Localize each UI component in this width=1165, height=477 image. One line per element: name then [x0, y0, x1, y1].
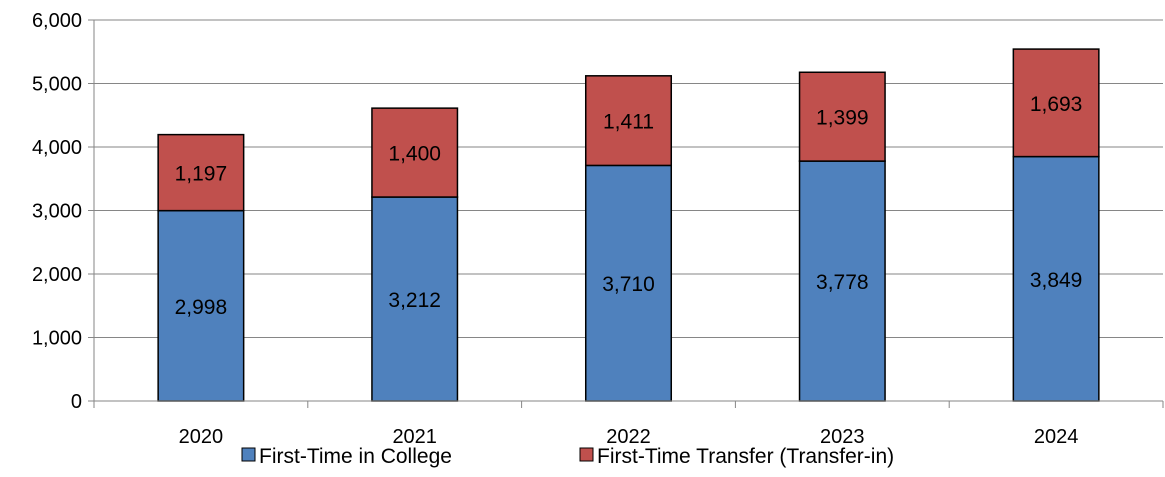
legend-label: First-Time Transfer (Transfer-in)	[597, 445, 894, 468]
data-label: 1,197	[175, 163, 228, 186]
y-tick-label: 1,000	[32, 328, 82, 350]
data-label: 3,212	[388, 289, 441, 312]
bar-first-time-transfer-2023	[798, 71, 886, 162]
bars	[157, 48, 1100, 402]
y-tick-label: 5,000	[32, 74, 82, 96]
x-tick-label: 2021	[392, 426, 437, 448]
data-label: 3,778	[816, 271, 869, 294]
data-labels: 2,998 1,197 3,212 1,400 3,710 1,411 3,778 1,399…	[175, 93, 1083, 319]
legend-label: First-Time in College	[259, 445, 452, 468]
legend-swatch-first-time-transfer	[579, 447, 594, 462]
y-tick-label: 3,000	[32, 201, 82, 223]
data-label: 1,411	[603, 111, 654, 134]
bar-first-time-in-college-2023	[798, 160, 886, 402]
data-label: 2,998	[175, 296, 228, 319]
bar-first-time-transfer-2022	[584, 75, 673, 167]
y-tick-label: 6,000	[32, 10, 82, 32]
legend-swatch-first-time-in-college	[241, 447, 256, 462]
data-label: 3,849	[1030, 269, 1083, 292]
x-tick-label: 2024	[1034, 426, 1079, 448]
data-label: 1,693	[1030, 93, 1083, 116]
y-tick-label: 4,000	[32, 137, 82, 159]
y-tick-label: 2,000	[32, 264, 82, 286]
legend: First-Time in College First-Time Transfer…	[241, 445, 894, 468]
bar-first-time-transfer-2021	[371, 107, 459, 198]
y-tick-label: 0	[71, 391, 82, 413]
x-tick-label: 2020	[179, 426, 224, 448]
bar-first-time-in-college-2021	[371, 196, 459, 402]
x-tick-label: 2023	[820, 426, 865, 448]
bar-first-time-transfer-2024	[1012, 48, 1100, 158]
bar-first-time-transfer-2020	[157, 133, 245, 212]
x-tick-label: 2022	[606, 426, 651, 448]
axes: 0 1,000 2,000 3,000 4,000 5,000 6,000 2020 2021 2…	[32, 10, 1164, 448]
data-label: 1,400	[388, 143, 441, 166]
data-label: 3,710	[602, 273, 655, 296]
data-label: 1,399	[816, 107, 869, 130]
bar-first-time-in-college-2022	[584, 164, 673, 402]
